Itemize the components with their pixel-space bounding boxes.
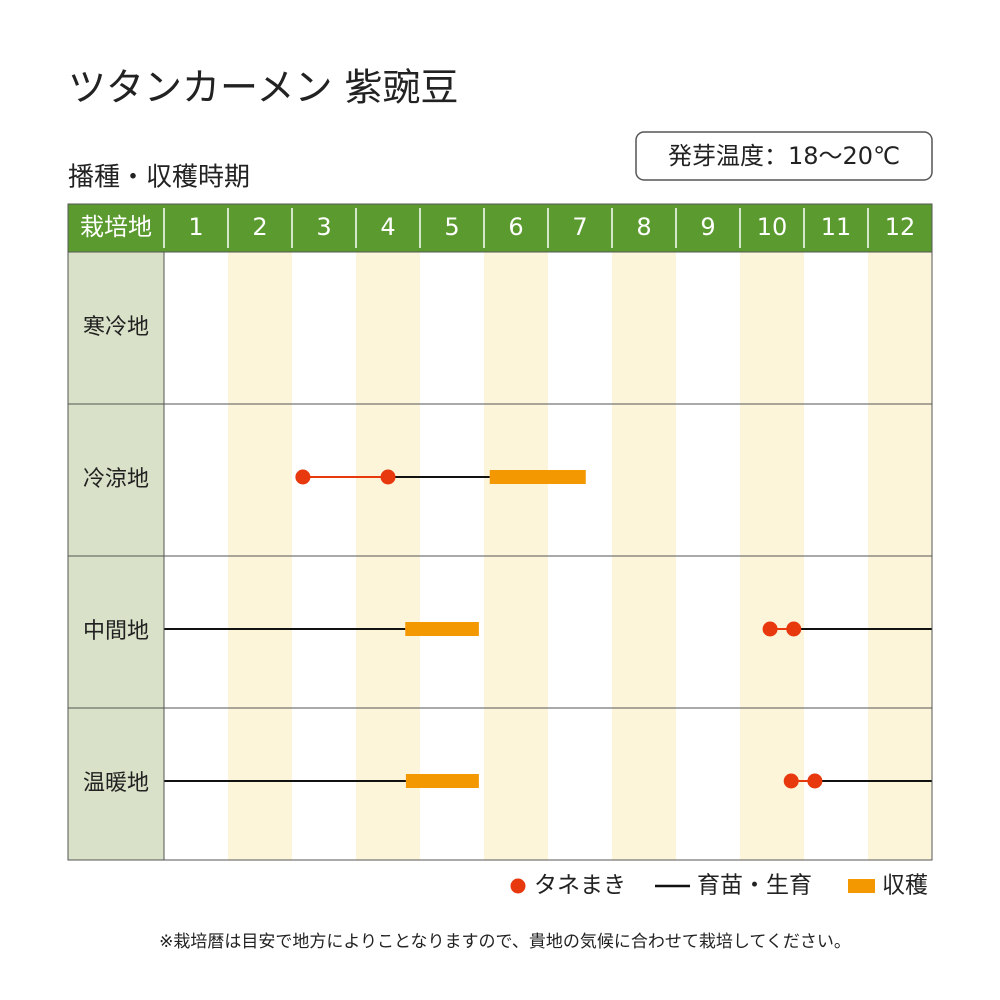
table-border	[67, 203, 933, 861]
subtitle: 播種・収穫時期	[68, 163, 250, 193]
sowing-dot	[786, 621, 802, 637]
harvest-bar	[405, 622, 479, 636]
legend-sowing-icon	[510, 878, 526, 894]
legend-growth: 育苗・生育	[697, 873, 812, 899]
legend-harvest: 収穫	[882, 873, 928, 899]
harvest-bar	[405, 774, 479, 788]
sowing-dot	[762, 621, 778, 637]
region-label: 中間地	[83, 619, 149, 644]
region-label: 寒冷地	[83, 315, 149, 340]
month-label: 1	[188, 213, 203, 241]
month-label: 7	[572, 213, 587, 241]
legend-sowing: タネまき	[534, 873, 626, 899]
month-label: 11	[821, 213, 852, 241]
header-row	[68, 204, 932, 252]
month-label: 6	[508, 213, 523, 241]
region-label: 温暖地	[83, 771, 149, 796]
corner-label: 栽培地	[80, 213, 152, 241]
harvest-bar	[489, 470, 586, 484]
month-label: 8	[636, 213, 651, 241]
month-label: 12	[885, 213, 916, 241]
sowing-dot	[807, 773, 823, 789]
month-label: 2	[252, 213, 267, 241]
note: ※栽培暦は目安で地方によりことなりますので、貴地の気候に合わせて栽培してください…	[159, 932, 851, 952]
month-label: 4	[380, 213, 395, 241]
badge: 発芽温度：18〜20℃	[668, 142, 900, 170]
sowing-dot	[783, 773, 799, 789]
month-label: 10	[757, 213, 788, 241]
sowing-dot	[380, 469, 396, 485]
month-label: 5	[444, 213, 459, 241]
badge-box	[635, 131, 933, 181]
month-label: 3	[316, 213, 331, 241]
title: ツタンカーメン 紫豌豆	[68, 66, 459, 110]
month-label: 9	[700, 213, 715, 241]
sowing-dot	[295, 469, 311, 485]
legend-harvest-icon	[848, 879, 875, 893]
region-label: 冷涼地	[83, 467, 149, 492]
